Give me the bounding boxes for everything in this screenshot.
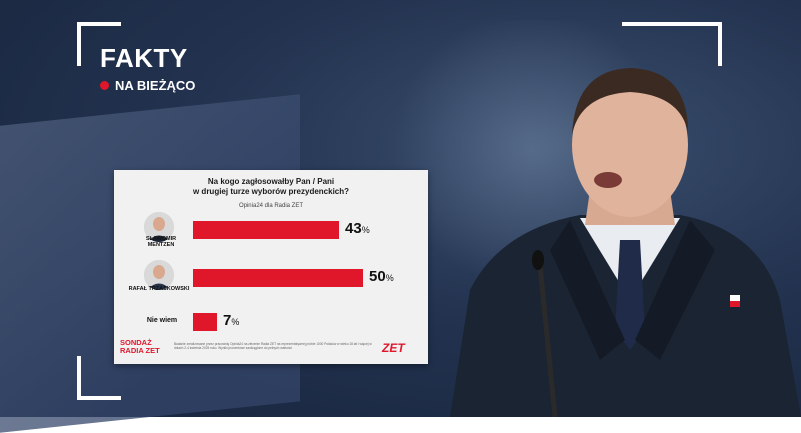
speaker-photo [450, 68, 801, 417]
radio-zet-logo: ZET [382, 341, 405, 355]
data-label: 7% [223, 312, 240, 329]
candidate-avatar-mentzen [144, 212, 174, 242]
sondaz-logo: SONDAŻ RADIA ZET [120, 338, 160, 355]
data-label: 43% [345, 220, 370, 237]
chart-subtitle: Opinia24 dla Radia ZET [238, 203, 304, 209]
category-label: SŁAWOMIR MENTZEN [145, 236, 177, 248]
brand-title: FAKTY [100, 43, 188, 73]
candidate-avatar-trzaskowski [144, 260, 174, 290]
category-label: RAFAŁ TRZASKOWSKI [128, 286, 190, 292]
frame-corner-top-right [622, 22, 722, 66]
brand-subtitle: NA BIEŻĄCO [115, 78, 196, 93]
poll-chart-card: Na kogo zagłosowałby Pan / Pani w drugie… [114, 170, 428, 364]
frame-corner-bottom-left [77, 356, 121, 400]
category-label: Nie wiem [146, 317, 178, 324]
brand-logo: FAKTY NA BIEŻĄCO [100, 44, 195, 93]
chart-title: Na kogo zagłosowałby Pan / Pani w drugie… [192, 177, 350, 196]
live-dot-icon [100, 81, 109, 90]
frame-corner-top-left [77, 22, 121, 66]
brand-subtitle-row: NA BIEŻĄCO [100, 78, 195, 93]
bar [193, 269, 363, 287]
bar [193, 221, 339, 239]
bar [193, 313, 217, 331]
methodology-note: Badanie zrealizowane przez pracownię Opi… [174, 342, 372, 350]
data-label: 50% [369, 268, 394, 285]
